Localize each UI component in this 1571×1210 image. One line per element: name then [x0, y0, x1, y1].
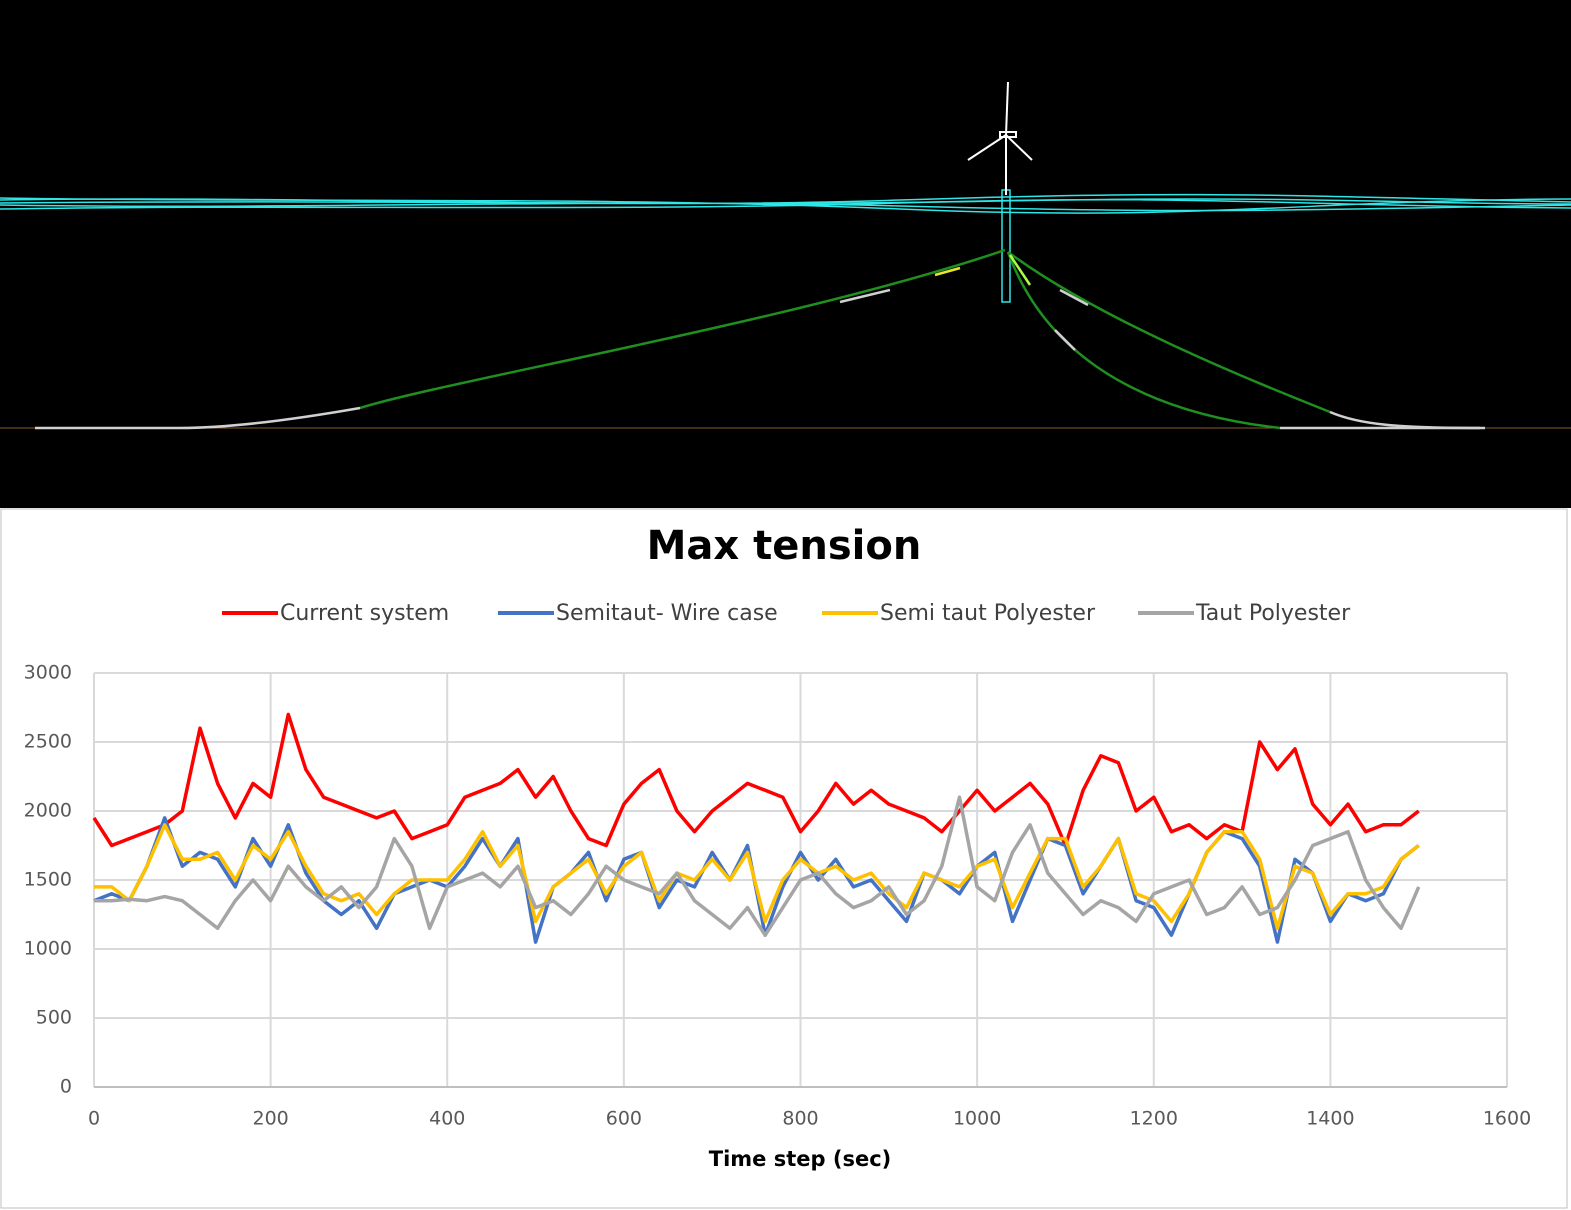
- y-tick-label: 3000: [24, 662, 72, 684]
- series-line: [94, 795, 1421, 937]
- x-tick-label: 200: [252, 1108, 288, 1130]
- x-tick-label: 1400: [1306, 1108, 1354, 1130]
- x-tick-label: 1200: [1130, 1108, 1178, 1130]
- legend-label: Taut Polyester: [1195, 601, 1351, 626]
- series-line: [92, 712, 1420, 848]
- legend-label: Semi taut Polyester: [880, 601, 1096, 626]
- y-tick-label: 1500: [24, 869, 72, 891]
- y-tick-label: 2500: [24, 731, 72, 753]
- x-axis-title: Time step (sec): [709, 1147, 891, 1171]
- x-tick-label: 0: [88, 1108, 100, 1130]
- legend-label: Current system: [280, 601, 449, 626]
- y-tick-label: 0: [60, 1076, 72, 1098]
- y-tick-label: 1000: [24, 938, 72, 960]
- chart-title: Max tension: [647, 523, 922, 569]
- chart: Max tension Time step (sec) 0 500 1000 1500…: [0, 508, 1568, 1209]
- x-tick-label: 400: [429, 1108, 465, 1130]
- x-tick-label: 600: [606, 1108, 642, 1130]
- simulation-view: [0, 0, 1571, 508]
- series-line: [94, 823, 1420, 931]
- y-tick-label: 2000: [24, 800, 72, 822]
- legend-label: Semitaut- Wire case: [556, 601, 778, 626]
- x-tick-label: 1000: [953, 1108, 1001, 1130]
- y-tick-label: 500: [36, 1007, 72, 1029]
- x-tick-label: 1600: [1483, 1108, 1531, 1130]
- x-tick-label: 800: [782, 1108, 818, 1130]
